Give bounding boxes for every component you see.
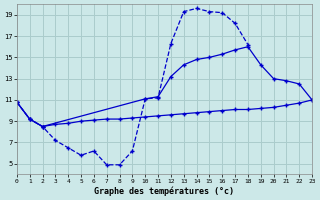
X-axis label: Graphe des températures (°c): Graphe des températures (°c)	[94, 186, 235, 196]
